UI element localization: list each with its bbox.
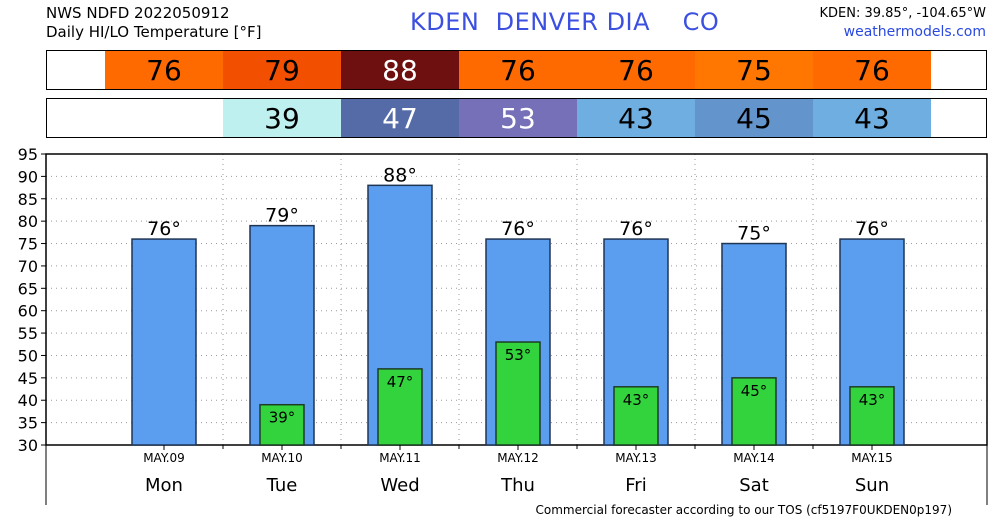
- site-link[interactable]: weathermodels.com: [843, 24, 986, 40]
- date-label: MAY.13: [615, 451, 657, 465]
- y-tick-label: 75: [18, 235, 38, 254]
- y-tick-label: 40: [18, 391, 38, 410]
- low-value-label: 39°: [269, 409, 296, 427]
- y-tick-label: 55: [18, 324, 38, 343]
- high-value-label: 75°: [737, 223, 771, 245]
- low-temp-cell: 47: [341, 99, 459, 137]
- y-tick-label: 50: [18, 346, 38, 365]
- date-label: MAY.10: [261, 451, 303, 465]
- high-temp-cell: 75: [695, 51, 813, 89]
- low-value-label: 53°: [505, 346, 532, 364]
- header-info: NWS NDFD 2022050912 Daily HI/LO Temperat…: [46, 4, 262, 42]
- high-value-label: 76°: [501, 218, 535, 240]
- y-tick-label: 45: [18, 369, 38, 388]
- day-label: Fri: [625, 475, 646, 496]
- y-tick-label: 65: [18, 279, 38, 298]
- low-temp-cell: 53: [459, 99, 577, 137]
- y-tick-label: 80: [18, 212, 38, 231]
- station-title: KDEN DENVER DIA CO: [410, 8, 720, 36]
- y-tick-label: 30: [18, 436, 38, 455]
- low-temp-cell: [105, 99, 223, 137]
- y-tick-label: 90: [18, 167, 38, 186]
- high-temp-band: 76 79 88 76 76 75 76: [46, 50, 987, 90]
- day-label: Wed: [380, 475, 419, 496]
- date-label: MAY.14: [733, 451, 775, 465]
- high-value-label: 79°: [265, 205, 299, 227]
- day-label: Sun: [855, 475, 889, 496]
- date-label: MAY.12: [497, 451, 539, 465]
- day-label: Sat: [739, 475, 769, 496]
- day-label: Mon: [145, 475, 183, 496]
- low-temp-cell: 43: [577, 99, 695, 137]
- y-tick-label: 95: [18, 145, 38, 164]
- low-temp-cell: 39: [223, 99, 341, 137]
- high-value-label: 88°: [383, 164, 417, 186]
- station-coords: KDEN: 39.85°, -104.65°W: [819, 6, 987, 21]
- y-tick-label: 35: [18, 414, 38, 433]
- high-temp-cell: 76: [813, 51, 931, 89]
- model-run-label: NWS NDFD 2022050912: [46, 4, 230, 22]
- date-label: MAY.15: [851, 451, 893, 465]
- high-temp-cell: 76: [459, 51, 577, 89]
- y-tick-label: 70: [18, 257, 38, 276]
- high-temp-cell: 76: [105, 51, 223, 89]
- footer-note: Commercial forecaster according to our T…: [535, 503, 952, 517]
- high-temp-cell: 88: [341, 51, 459, 89]
- y-tick-label: 60: [18, 302, 38, 321]
- high-temp-cell: 76: [577, 51, 695, 89]
- low-temp-cell: 45: [695, 99, 813, 137]
- low-value-label: 43°: [623, 391, 650, 409]
- date-label: MAY.11: [379, 451, 421, 465]
- high-bar: [131, 238, 197, 446]
- day-label: Thu: [500, 475, 535, 496]
- low-temp-cell: 43: [813, 99, 931, 137]
- product-label: Daily HI/LO Temperature [°F]: [46, 23, 262, 41]
- low-bar: [377, 368, 423, 446]
- y-tick-label: 85: [18, 190, 38, 209]
- high-value-label: 76°: [147, 218, 181, 240]
- high-temp-cell: 79: [223, 51, 341, 89]
- low-value-label: 45°: [741, 382, 768, 400]
- day-label: Tue: [266, 475, 298, 496]
- high-value-label: 76°: [619, 218, 653, 240]
- high-value-label: 76°: [855, 218, 889, 240]
- low-value-label: 47°: [387, 373, 414, 391]
- header-right: KDEN: 39.85°, -104.65°W weathermodels.co…: [820, 4, 987, 42]
- date-label: MAY.09: [143, 451, 185, 465]
- low-temp-band: 39 47 53 43 45 43: [46, 98, 987, 138]
- low-value-label: 43°: [859, 391, 886, 409]
